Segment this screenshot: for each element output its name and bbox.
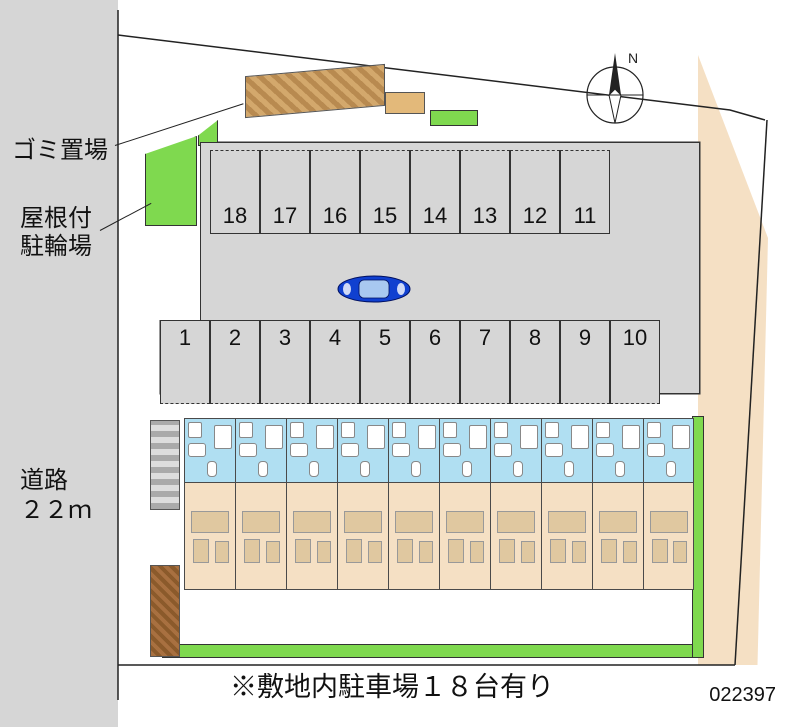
unit-wet-area [338,419,388,483]
road-area [0,0,118,727]
unit-wet-area [287,419,337,483]
apartment-unit [592,418,643,590]
unit-living-area [440,483,490,589]
parking-spot: 12 [510,150,560,234]
parking-spot: 2 [210,320,260,404]
unit-living-area [287,483,337,589]
trash-area-label: ゴミ置場 [12,130,108,165]
unit-living-area [389,483,439,589]
unit-wet-area [389,419,439,483]
parking-spot: 15 [360,150,410,234]
apartment-unit [388,418,439,590]
footer-note: ※敷地内駐車場１８台有り [230,665,554,704]
unit-wet-area [491,419,541,483]
road-label-2: ２２ｍ [20,490,92,525]
unit-living-area [644,483,693,589]
unit-wet-area [542,419,592,483]
trash-area-structure-2 [385,92,425,114]
parking-spot: 1 [160,320,210,404]
parking-spot: 18 [210,150,260,234]
green-strip-bottom [162,644,702,658]
parking-spot: 5 [360,320,410,404]
unit-wet-area [185,419,235,483]
entry-path-brick [150,565,180,657]
car-icon [335,272,413,306]
unit-living-area [236,483,286,589]
unit-living-area [542,483,592,589]
parking-spot: 3 [260,320,310,404]
unit-living-area [185,483,235,589]
parking-row-bottom: 12345678910 [160,320,660,404]
unit-living-area [593,483,643,589]
apartment-unit [286,418,337,590]
covered-bike-parking [145,136,197,226]
leader-line [115,103,244,146]
parking-row-top: 1817161514131211 [210,150,610,234]
bike-parking-label-2: 駐輪場 [20,226,92,261]
parking-spot: 11 [560,150,610,234]
apartment-unit [541,418,592,590]
site-plan-diagram: 1817161514131211 12345678910 N ゴミ置場 屋根付 … [0,0,800,727]
parking-spot: 8 [510,320,560,404]
parking-spot: 17 [260,150,310,234]
parking-spot: 6 [410,320,460,404]
apartment-unit [490,418,541,590]
unit-wet-area [644,419,693,483]
parking-spot: 4 [310,320,360,404]
svg-text:N: N [628,50,638,66]
apartment-unit [643,418,694,590]
stairway [150,420,180,510]
building-units-row [184,418,694,590]
parking-spot: 14 [410,150,460,234]
unit-wet-area [593,419,643,483]
parking-spot: 13 [460,150,510,234]
apartment-unit [184,418,235,590]
parking-spot: 9 [560,320,610,404]
reference-number: 022397 [709,684,776,707]
grass-patch [430,110,478,126]
apartment-unit [439,418,490,590]
parking-spot: 16 [310,150,360,234]
unit-wet-area [236,419,286,483]
unit-wet-area [440,419,490,483]
unit-living-area [491,483,541,589]
apartment-unit [337,418,388,590]
unit-living-area [338,483,388,589]
trash-area-structure [245,64,385,118]
compass-icon: N [570,45,660,135]
east-boundary-strip [698,55,768,665]
parking-spot: 7 [460,320,510,404]
apartment-unit [235,418,286,590]
parking-spot: 10 [610,320,660,404]
